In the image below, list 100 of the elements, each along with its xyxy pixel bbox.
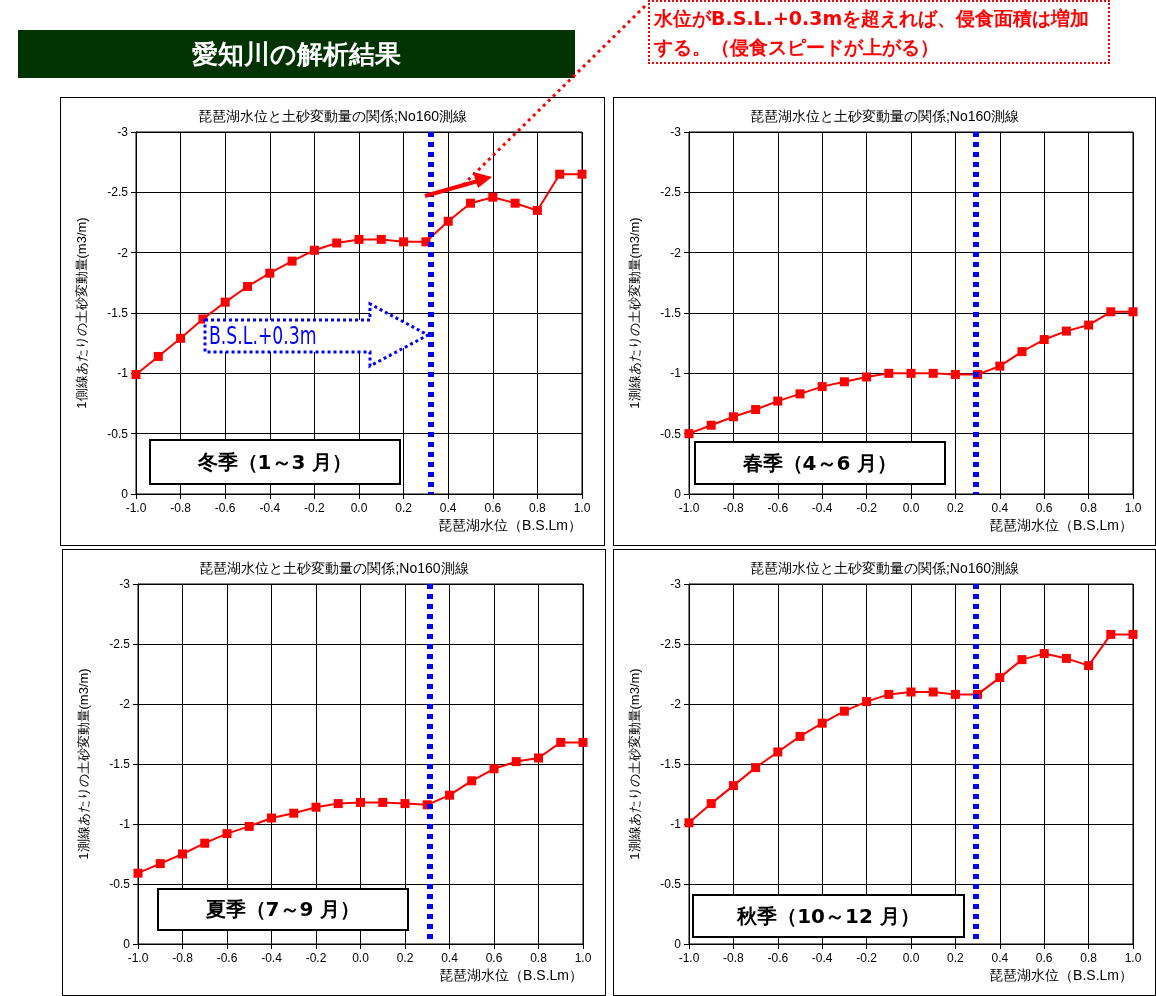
point (133, 868, 143, 878)
point (309, 245, 319, 255)
point (817, 382, 827, 392)
x-tick-label: 1.0 (1124, 501, 1142, 515)
x-tick-label: -0.8 (172, 951, 194, 965)
x-tick-label: 1.0 (574, 951, 592, 965)
x-tick-label: -1.0 (127, 951, 149, 965)
x-tick-label: -1.0 (678, 501, 700, 515)
point (1106, 629, 1116, 639)
y-tick-label: -1 (670, 366, 682, 381)
point (1128, 307, 1138, 317)
x-tick-label: 0.6 (485, 951, 503, 965)
y-tick-label: -1.5 (660, 757, 682, 771)
y-tick-label: -2 (119, 697, 131, 711)
x-tick-label: -0.4 (261, 951, 283, 965)
x-tick-label: -0.2 (305, 951, 327, 965)
point (995, 673, 1005, 683)
point (751, 763, 761, 773)
x-tick-label: 0.6 (1035, 951, 1053, 965)
label-box: 夏季（7～9 月） (157, 888, 409, 931)
point (884, 368, 894, 378)
point (773, 747, 783, 757)
point (354, 234, 364, 244)
point (556, 737, 566, 747)
point (332, 238, 342, 248)
y-tick-label: -1 (670, 817, 682, 831)
x-axis-title: 琵琶湖水位（B.S.Lm） (439, 967, 583, 983)
annotation: B.S.L.+0.3m (209, 322, 317, 350)
text: 水位がB.S.L.+0.3mを超えれば、侵食面積は増加する。（侵食スピードが上がる） (648, 0, 1110, 64)
point (795, 731, 805, 741)
x-tick-label: -0.6 (767, 951, 789, 965)
point (311, 802, 321, 812)
y-tick-label: -1 (117, 366, 129, 381)
y-tick-label: 0 (123, 937, 131, 951)
point (265, 268, 275, 278)
point (1017, 655, 1027, 665)
y-tick-label: -2 (670, 245, 682, 260)
x-tick-label: -0.6 (767, 501, 789, 515)
point (684, 818, 694, 828)
x-tick-label: 0.6 (484, 501, 502, 515)
point (728, 781, 738, 791)
point (1017, 347, 1027, 357)
label-box: 春季（4～6 月） (694, 441, 946, 485)
y-tick-label: -3 (670, 125, 682, 139)
x-tick-label: 0.2 (395, 501, 413, 515)
y-tick-label: -2 (670, 697, 682, 711)
y-tick-label: -0.5 (109, 877, 131, 891)
label-box: 秋季（10～12 月） (692, 894, 965, 938)
y-tick-label: -1 (119, 817, 131, 831)
x-tick-label: 0.2 (947, 951, 965, 965)
point (928, 687, 938, 697)
point (333, 799, 343, 809)
point (267, 813, 276, 823)
x-tick-label: 0.4 (991, 501, 1009, 515)
point (445, 790, 454, 800)
x-tick-label: 0.4 (439, 501, 457, 515)
point (489, 764, 499, 774)
point (839, 706, 849, 716)
x-tick-label: -0.4 (811, 501, 833, 515)
point (1039, 649, 1049, 659)
point (200, 838, 210, 848)
point (906, 687, 916, 697)
point (1039, 335, 1049, 345)
y-axis-title: 1測線あたりの土砂変動量(m3/m) (627, 217, 642, 409)
point (467, 776, 477, 786)
point (751, 405, 761, 415)
x-tick-label: 0.4 (441, 951, 459, 965)
y-tick-label: 0 (121, 487, 129, 501)
point (289, 808, 299, 818)
y-tick-label: -0.5 (107, 426, 129, 441)
point (578, 737, 588, 747)
y-axis-title: 1測線あたりの土砂変動量(m3/m) (627, 668, 642, 860)
point (1084, 320, 1094, 330)
x-tick-label: 0.8 (530, 951, 548, 965)
y-tick-label: -3 (117, 125, 129, 139)
point (222, 829, 232, 839)
point (178, 849, 187, 859)
x-tick-label: -0.2 (856, 951, 878, 965)
y-tick-label: -3 (670, 577, 682, 591)
x-tick-label: -0.4 (811, 951, 833, 965)
y-tick-label: 0 (674, 487, 682, 501)
point (378, 797, 388, 807)
y-tick-label: -2.5 (107, 185, 129, 200)
point (153, 351, 163, 361)
x-tick-label: -0.8 (170, 501, 192, 515)
x-tick-label: 1.0 (573, 501, 591, 515)
point (376, 234, 386, 244)
x-tick-label: -1.0 (125, 501, 147, 515)
point (510, 198, 520, 208)
x-tick-label: 0.6 (1035, 501, 1053, 515)
label-box: 冬季（1～3 月） (149, 439, 401, 485)
x-axis-title: 琵琶湖水位（B.S.Lm） (989, 517, 1133, 533)
x-tick-label: -0.2 (304, 501, 326, 515)
x-tick-label: -1.0 (678, 951, 700, 965)
x-tick-label: 0.0 (902, 951, 920, 965)
x-tick-label: 0.0 (352, 951, 370, 965)
point (906, 368, 916, 378)
y-tick-label: -1.5 (107, 306, 129, 320)
point (706, 420, 716, 430)
x-tick-label: -0.8 (723, 501, 745, 515)
